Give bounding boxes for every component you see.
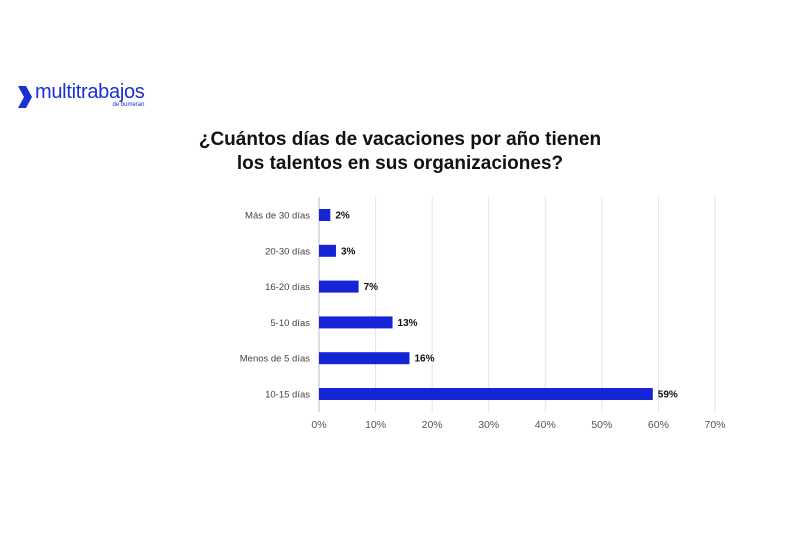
bar [319,280,359,293]
chart-title-line-2: los talentos en sus organizaciones? [236,153,564,174]
data-label: 13% [398,318,418,329]
brand-logo: multitrabajos de bumeran [17,81,145,109]
bar [319,209,331,221]
chart-labels: Más de 30 días 2% 20-30 días 3% 16-20 días 7%… [240,211,678,401]
chart-bars [319,209,653,400]
brand-name: multitrabajos [35,81,145,103]
category-label: Menos de 5 días [240,354,310,365]
data-label: 2% [335,211,350,222]
x-tick-label: 10% [365,419,386,431]
bar [319,244,336,257]
category-label: Más de 30 días [245,211,310,222]
x-tick-label: 0% [311,419,326,431]
chart-grid [318,197,716,412]
x-tick-label: 60% [648,419,669,431]
brand-tagline: de bumeran [112,102,145,108]
category-label: 5-10 días [270,318,310,329]
data-label: 16% [415,354,435,365]
data-label: 59% [658,390,678,401]
x-tick-label: 20% [422,419,443,431]
x-tick-label: 70% [704,419,725,431]
category-label: 20-30 días [265,246,310,257]
x-tick-label: 40% [535,419,556,431]
chart-title: ¿Cuántos días de vacaciones por año tien… [0,128,800,176]
bar [319,316,393,329]
data-label: 3% [341,246,356,257]
x-tick-label: 30% [478,419,499,431]
category-label: 10-15 días [265,390,310,401]
chart-title-line-1: ¿Cuántos días de vacaciones por año tien… [198,129,602,150]
bar [319,388,653,400]
data-label: 7% [364,282,379,293]
chart-x-ticks: 0% 10% 20% 30% 40% 50% 60% 70% [311,419,725,431]
category-label: 16-20 días [265,282,310,293]
x-tick-label: 50% [591,419,612,431]
chevron-logo-icon [18,86,32,108]
bar [319,352,410,365]
